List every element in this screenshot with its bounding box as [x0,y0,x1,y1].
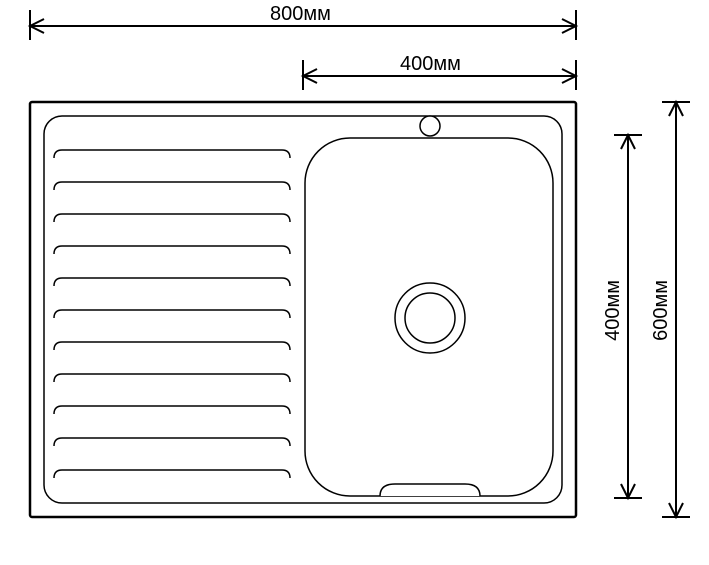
tap-hole [420,116,440,136]
handle-notch [380,484,480,496]
label-800: 800мм [270,3,331,26]
label-400-height: 400мм [602,280,625,341]
label-400-width: 400мм [400,53,461,76]
sink-bowl [305,138,553,496]
label-600: 600мм [650,280,673,341]
